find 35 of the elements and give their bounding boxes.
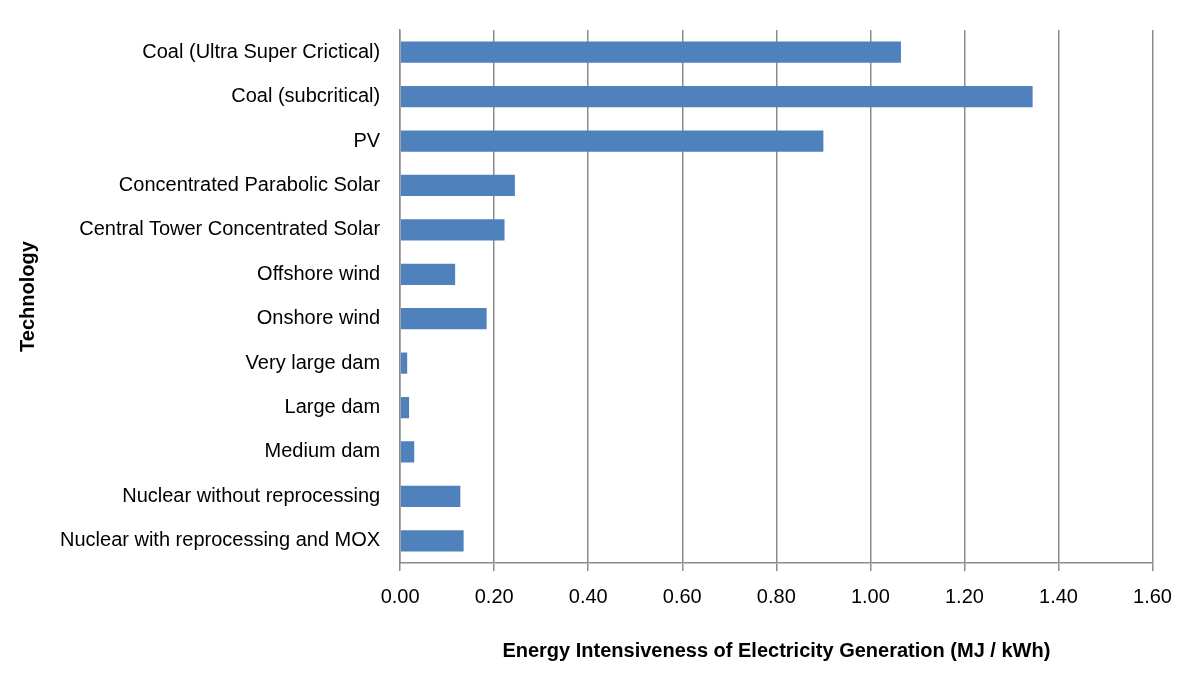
y-tick-label: Coal (Ultra Super Crictical) (142, 39, 381, 62)
y-tick-label: Coal (subcritical) (231, 84, 381, 107)
y-tick-label: Offshore wind (257, 261, 381, 284)
x-tick-label: 1.20 (944, 584, 984, 607)
bar (400, 485, 461, 508)
x-tick-label: 0.80 (756, 584, 796, 607)
bar (400, 174, 515, 197)
y-tick-label: Very large dam (245, 350, 381, 373)
x-tick-label: 0.60 (662, 584, 702, 607)
bar (400, 219, 505, 241)
y-tick-label: Large dam (284, 395, 381, 418)
y-tick-label: PV (353, 128, 381, 151)
x-tick-label: 0.20 (474, 584, 514, 607)
y-tick-label: Medium dam (264, 439, 381, 462)
bar (400, 308, 487, 330)
bar (400, 441, 415, 463)
bar (400, 85, 1033, 108)
bar (400, 41, 901, 63)
x-tick-label: 0.00 (380, 584, 420, 607)
y-tick-label: Onshore wind (256, 306, 381, 329)
y-tick-label: Nuclear without reprocessing (122, 483, 381, 506)
y-tick-label: Nuclear with reprocessing and MOX (60, 528, 381, 551)
x-tick-label: 1.40 (1039, 584, 1078, 607)
bar (400, 396, 410, 419)
bar (400, 352, 408, 374)
bar (400, 530, 464, 552)
bar (400, 263, 456, 285)
y-tick-label: Concentrated Parabolic Solar (118, 172, 381, 195)
x-tick-label: 1.60 (1133, 584, 1173, 607)
x-tick-label: 1.00 (850, 584, 890, 607)
y-tick-label: Central Tower Concentrated Solar (79, 217, 381, 240)
y-axis-title: Technology (15, 240, 38, 352)
x-tick-label: 0.40 (568, 584, 608, 607)
x-axis-title: Energy Intensiveness of Electricity Generation (MJ / kWh) (502, 638, 1051, 661)
bar (400, 130, 824, 152)
